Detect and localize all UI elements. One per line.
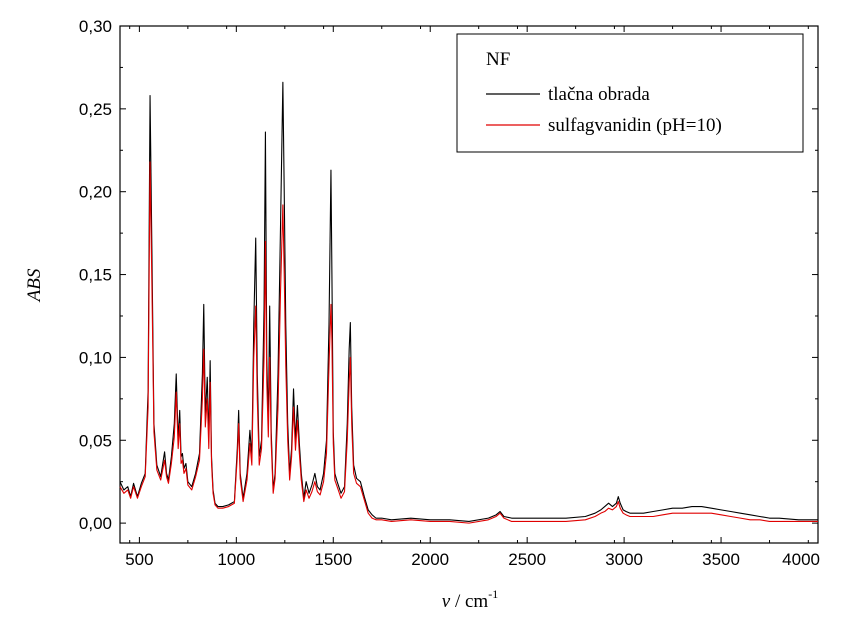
y-axis-title: ABS: [24, 268, 45, 303]
y-tick-label-3: 0,15: [79, 266, 112, 285]
x-tick-label-2000: 2000: [411, 550, 449, 569]
series-line-1: [119, 161, 818, 524]
legend-label-sulfagvanidin: sulfagvanidin (pH=10): [548, 115, 722, 136]
x-tick-label-2500: 2500: [508, 550, 546, 569]
legend-label-tlacna-obrada: tlačna obrada: [548, 84, 650, 105]
legend-box: [456, 33, 804, 153]
x-axis-title: ν / cm-1: [442, 587, 498, 612]
y-axis: 0,00 0,05 0,10 0,15 0,20 0,25 0,30: [79, 17, 818, 533]
series-line-0: [119, 81, 818, 523]
y-tick-label-2: 0,10: [79, 348, 112, 367]
series-layer: [119, 81, 818, 524]
legend: NF tlačna obrada sulfagvanidin (pH=10): [456, 33, 804, 153]
y-tick-label-6: 0,30: [79, 17, 112, 36]
x-tick-label-4000: 4000: [782, 550, 820, 569]
y-tick-label-0: 0,00: [79, 514, 112, 533]
x-axis-symbol: ν: [442, 591, 451, 612]
y-tick-label-4: 0,20: [79, 183, 112, 202]
y-tick-label-1: 0,05: [79, 431, 112, 450]
x-tick-label-500: 500: [125, 550, 153, 569]
x-tick-label-1500: 1500: [314, 550, 352, 569]
x-axis-unit: / cm: [450, 591, 488, 612]
plot-frame: [119, 25, 819, 544]
y-tick-label-5: 0,25: [79, 100, 112, 119]
legend-title: NF: [486, 49, 510, 70]
x-tick-label-1000: 1000: [217, 550, 255, 569]
x-tick-label-3500: 3500: [702, 550, 740, 569]
x-axis-unit-exponent: -1: [488, 587, 498, 601]
x-axis: 500 1000 1500 2000 2500 3000 3500 4000: [125, 26, 820, 569]
x-tick-label-3000: 3000: [605, 550, 643, 569]
